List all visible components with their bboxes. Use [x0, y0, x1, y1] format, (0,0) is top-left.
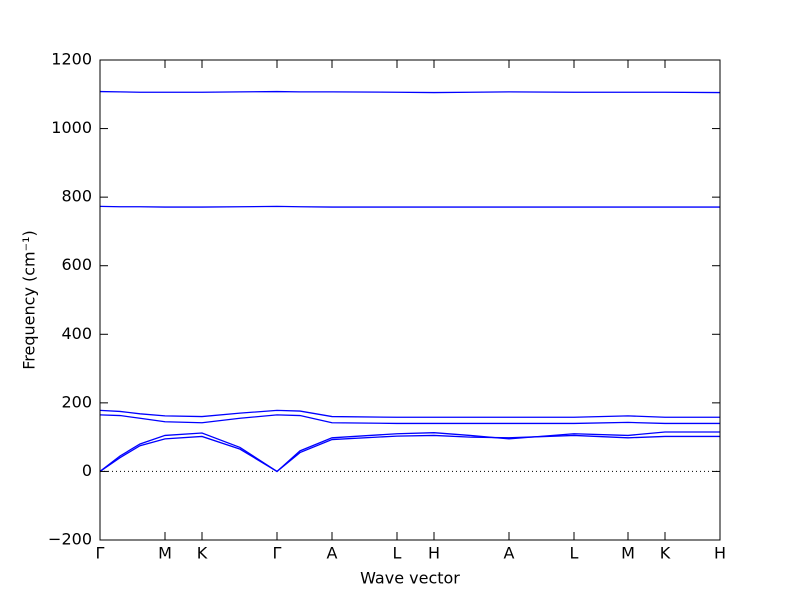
x-tick-label: A — [504, 544, 515, 563]
x-tick-label: H — [714, 544, 726, 563]
y-tick-label: 1000 — [51, 118, 92, 137]
y-tick-label: 0 — [82, 461, 92, 480]
band-line — [99, 414, 720, 425]
x-tick-label: M — [621, 544, 635, 563]
x-tick-label: L — [393, 544, 402, 563]
y-tick-label: 1200 — [51, 50, 92, 69]
y-tick-label: 400 — [61, 324, 92, 343]
y-tick-label: 600 — [61, 255, 92, 274]
y-tick-label: −200 — [48, 530, 92, 549]
x-tick-label: A — [327, 544, 338, 563]
band-line — [99, 431, 720, 473]
x-tick-label: K — [660, 544, 671, 563]
band-line — [99, 205, 720, 208]
x-tick-label: L — [570, 544, 579, 563]
x-axis-label: Wave vector — [360, 569, 460, 588]
x-tick-label: M — [158, 544, 172, 563]
y-tick-label: 200 — [61, 392, 92, 411]
plot-frame — [99, 59, 721, 541]
x-tick-label: Γ — [273, 544, 282, 563]
band-line — [99, 409, 720, 418]
y-axis-label: Frequency (cm⁻¹) — [20, 230, 39, 369]
x-tick-label: K — [197, 544, 208, 563]
band-line — [99, 90, 721, 94]
band-line — [99, 434, 720, 473]
y-tick-label: 800 — [61, 187, 92, 206]
x-tick-label: Γ — [96, 544, 105, 563]
x-tick-label: H — [428, 544, 440, 563]
